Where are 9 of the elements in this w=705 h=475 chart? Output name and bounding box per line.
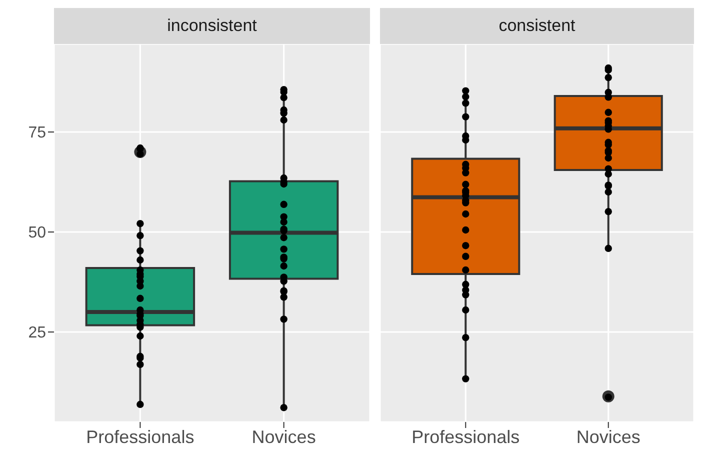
x-tick-label: Novices: [576, 426, 640, 447]
x-tick-label: Professionals: [86, 426, 194, 447]
y-tick-label: 50: [28, 224, 46, 242]
chart-title: consistent: [498, 16, 576, 36]
y-tick-label: 25: [28, 324, 46, 342]
x-tick-label: Novices: [252, 426, 316, 447]
chart-title: inconsistent: [167, 16, 257, 36]
y-tick-label: 75: [28, 124, 46, 142]
x-tick-label: Professionals: [412, 426, 520, 447]
